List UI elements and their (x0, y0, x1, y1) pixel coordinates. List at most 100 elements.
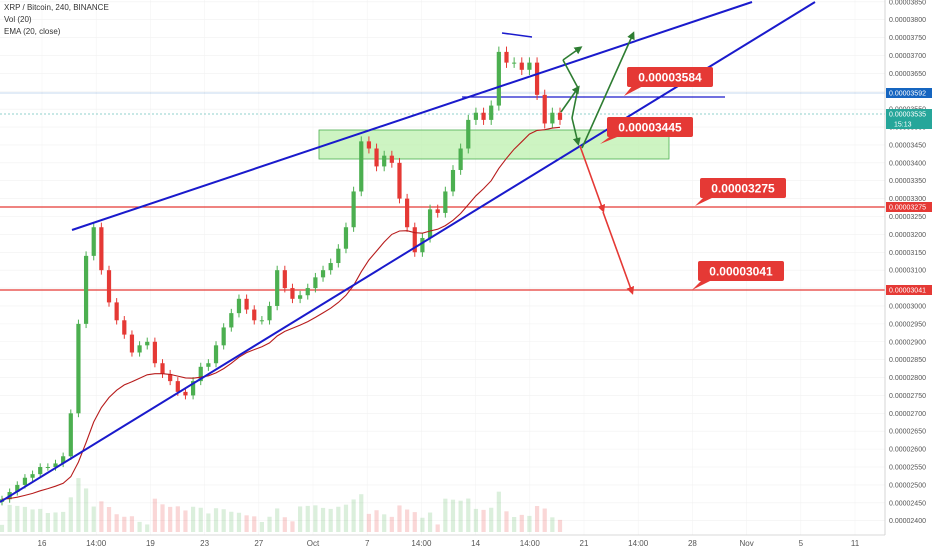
volume-bar (206, 513, 211, 532)
volume-bar (298, 506, 303, 532)
candle-body (443, 191, 448, 213)
volume-bar (389, 516, 394, 532)
x-tick-label: 16 (38, 539, 47, 548)
volume-bar (152, 498, 157, 532)
x-tick-label: 14 (471, 539, 480, 548)
volume-bar (343, 504, 349, 532)
candle-body (53, 463, 58, 468)
countdown-label: 15:13 (894, 122, 912, 129)
y-tick-label: 0.00002700 (889, 411, 926, 418)
candle-body (466, 119, 471, 149)
y-tick-label: 0.00002950 (889, 321, 926, 328)
peak-line (501, 32, 533, 38)
volume-bar (427, 512, 433, 532)
volume-bar (473, 508, 479, 532)
red-arrow-2 (602, 211, 635, 295)
volume-bar (129, 516, 135, 532)
blue-price-tag: 0.00003592 (886, 88, 932, 98)
volume-bar (351, 499, 356, 532)
green-arrow-3 (562, 46, 583, 61)
candle-body (435, 209, 440, 213)
candle-body (137, 345, 142, 353)
volume-bar (175, 506, 180, 532)
candle-body (366, 141, 372, 149)
x-tick-label: 14:00 (86, 539, 107, 548)
horizontal-levels (0, 92, 885, 291)
green-arrow-4 (571, 87, 579, 119)
x-tick-label: 19 (146, 539, 155, 548)
y-tick-label: 0.00002750 (889, 393, 926, 400)
y-tick-label: 0.00003150 (889, 250, 926, 257)
x-tick-label: 7 (365, 539, 370, 548)
candle-body (458, 148, 463, 170)
volume-bar (557, 519, 563, 532)
upper-trendline (71, 1, 753, 231)
volume-bar (68, 497, 73, 532)
volume-bar (305, 505, 310, 532)
volume-bar (527, 515, 532, 532)
volume-bar (106, 506, 112, 532)
candle-body (168, 373, 173, 382)
red-lower-tag-label: 0.00003041 (889, 288, 926, 295)
y-tick-label: 0.00002850 (889, 357, 926, 364)
green-arrow-6 (581, 31, 635, 149)
teal-price-tag-label: 0.00003535 (889, 112, 926, 119)
x-tick-label: Nov (739, 539, 753, 548)
candle-body (45, 467, 50, 469)
candle-body (213, 345, 219, 364)
green-arrow-1 (560, 85, 580, 113)
volume-bar (213, 508, 219, 532)
candle-body (183, 391, 188, 396)
volume-bar (359, 494, 364, 532)
candle-body (129, 334, 135, 353)
candle-body (83, 255, 89, 324)
volume-bar (435, 524, 440, 532)
candle-body (38, 467, 43, 475)
candle-body (527, 62, 532, 70)
x-tick-label: 23 (200, 539, 209, 548)
callout-4-label: 0.00003041 (709, 265, 773, 279)
candle-body (336, 248, 341, 264)
candle-body (68, 413, 73, 457)
candle-body (489, 105, 494, 120)
volume-bar (190, 506, 196, 532)
volume-bar (0, 524, 5, 532)
volume-bar (275, 508, 280, 532)
volume-bars (0, 478, 563, 532)
candle-body (244, 298, 249, 310)
price-axis[interactable]: 0.00002400 0.00002450 0.00002500 0.00002550… (884, 0, 926, 535)
volume-bar (412, 512, 417, 532)
countdown-tag: 15:13 (886, 119, 932, 129)
volume-bar (313, 505, 318, 532)
volume-bar (366, 513, 372, 532)
red-upper-tag-label: 0.00003275 (889, 205, 926, 212)
candle-body (114, 302, 119, 321)
red-arrow-1 (579, 145, 606, 213)
callout-3-label: 0.00003275 (711, 182, 775, 196)
volume-bar (83, 488, 89, 532)
volume-bar (145, 524, 150, 532)
candle-body (557, 112, 563, 120)
x-tick-label: 14:00 (411, 539, 432, 548)
y-tick-label: 0.00003800 (889, 17, 926, 24)
volume-bar (290, 521, 295, 532)
time-axis[interactable]: 16 14:00 19 23 27 Oct 7 14:00 14 14:00 21 14:00 28 No… (0, 534, 885, 548)
candle-body (550, 112, 555, 124)
y-tick-label: 0.00003350 (889, 178, 926, 185)
volume-bar (252, 516, 257, 532)
y-tick-label: 0.00002900 (889, 339, 926, 346)
candle-body (519, 62, 524, 70)
y-tick-label: 0.00003650 (889, 71, 926, 78)
candle-body (99, 227, 104, 271)
callout-4: 0.00003041 (692, 261, 784, 290)
y-tick-label: 0.00002500 (889, 482, 926, 489)
volume-bar (320, 507, 326, 532)
candle-body (152, 341, 157, 364)
y-tick-label: 0.00003000 (889, 303, 926, 310)
volume-bar (534, 505, 540, 532)
volume-bar (382, 514, 387, 532)
volume-bar (244, 515, 249, 532)
candle-body (374, 148, 379, 167)
volume-bar (198, 507, 203, 532)
